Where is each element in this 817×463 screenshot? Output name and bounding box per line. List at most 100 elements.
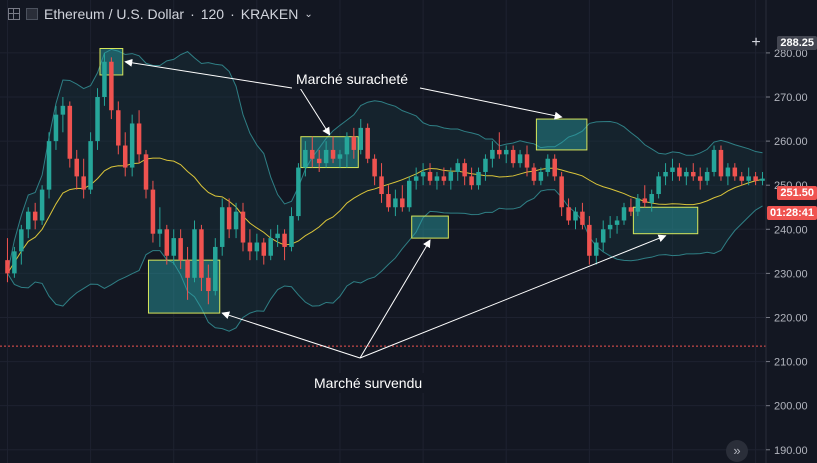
add-alert-plus-icon[interactable]: + [751,34,761,51]
candle-body [573,211,578,221]
candle-body [441,176,447,181]
bar-countdown-tag: 01:28:41 [766,206,817,220]
interval-label[interactable]: 120 [200,6,225,22]
candle-body [358,127,364,150]
candle-body [711,149,717,172]
oversold-arrow [359,234,667,359]
candle-body [25,211,31,230]
price-axis-panel [766,0,817,463]
candle-body [185,260,190,278]
candle-body [150,189,156,234]
candle-body [552,158,557,177]
candle-body [656,176,661,195]
price-tick-label: 220.00 [774,312,808,324]
oversold-box [411,215,449,239]
exchange-label[interactable]: KRAKEN [240,6,299,22]
overbought-box [535,118,588,151]
candle-body [649,194,654,203]
price-tick-label: 200.00 [774,401,808,413]
candle-body [483,158,488,172]
symbol-name[interactable]: Ethereum / U.S. Dollar [44,6,185,22]
candle-body [490,149,495,159]
candle-body [732,167,738,177]
bollinger-fill [7,49,763,332]
bollinger-lower-line [7,189,763,332]
candle-body [704,171,710,181]
candle-body [351,136,357,150]
candle-body [372,158,377,177]
candle-body [129,123,135,168]
candle-body [206,277,211,292]
candle-body [739,176,745,181]
candle-body [5,260,10,274]
candle-body [233,211,239,230]
candle-body [580,211,585,225]
candle-body [448,171,454,181]
overbought-callout: Marché suracheté [292,69,413,89]
oversold-box [632,206,699,235]
candle-body [67,105,73,159]
candle-body [143,154,149,190]
candle-body [420,171,426,177]
candle-body [247,242,253,252]
candle-body [199,229,204,278]
candle-body [677,167,682,177]
candle-body [718,149,724,177]
separator-dot: · [190,6,195,22]
candle-body [538,171,544,181]
candle-body [74,158,79,177]
price-tick-label: 230.00 [774,268,808,280]
candle-body [725,167,731,177]
candle-body [213,246,218,292]
current-price-tag: 251.50 [777,186,817,200]
candle-body [240,211,246,243]
price-tick-label: 190.00 [774,445,808,457]
candle-body [102,61,107,98]
candle-body [178,238,183,261]
candle-body [109,61,114,111]
candle-body [462,163,467,177]
candle-body [545,158,551,172]
candle-body [400,198,405,208]
candle-body [12,251,17,274]
candle-body [219,207,225,247]
candle-body [587,224,592,256]
chevron-down-icon[interactable]: ⌄ [304,8,313,20]
candle-body [95,97,100,142]
chart-toolbar: Ethereum / U.S. Dollar · 120 · KRAKEN ⌄ [8,4,313,24]
hide-panel-icon[interactable] [26,8,38,20]
price-tick-label: 280.00 [774,48,808,60]
candle-body [413,176,419,181]
candle-body [365,127,370,159]
overbought-arrow [124,58,293,89]
overbought-box [300,136,359,169]
candle-body [746,176,751,181]
candle-body [330,149,336,159]
candle-body [566,207,571,221]
candle-body [261,242,267,256]
candle-body [19,229,24,252]
bollinger-upper-line [6,48,763,274]
candle-body [434,176,440,181]
candle-body [455,163,460,172]
expand-icon[interactable] [8,8,20,20]
candle-body [393,198,398,208]
candle-body [46,141,52,190]
candle-body [81,176,86,190]
candle-body [469,176,474,186]
candle-body [282,233,287,247]
scroll-to-realtime-icon[interactable]: » [726,440,748,462]
candle-body [497,149,502,155]
candle-body [600,229,606,243]
oversold-arrow [221,311,361,359]
candle-body [60,105,66,115]
candle-body [303,149,308,168]
candle-body [157,229,163,234]
candle-body [503,149,509,155]
oversold-arrow [359,239,431,359]
overbought-arrow [419,87,563,120]
candle-body [594,242,599,256]
crosshair-price-tag: 288.25 [777,36,817,50]
